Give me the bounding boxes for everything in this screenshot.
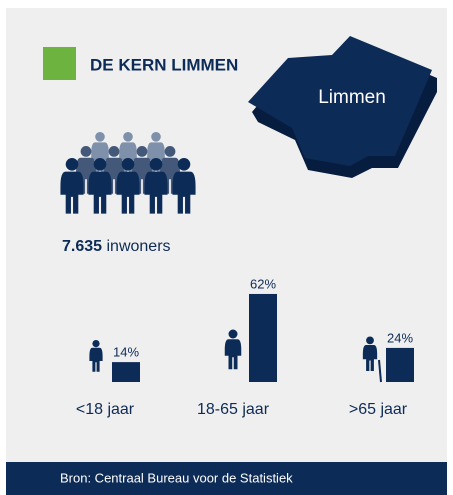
category-label: 18-65 jaar — [197, 401, 270, 418]
person-body — [116, 171, 140, 214]
category-label: <18 jaar — [76, 401, 135, 418]
person-head — [95, 132, 105, 142]
crowd-icon — [60, 132, 196, 214]
green-square — [43, 47, 76, 80]
person-head — [151, 132, 161, 142]
person-head — [177, 158, 191, 171]
footer-source: Bron: Centraal Bureau voor de Statistiek — [60, 470, 293, 485]
person-head — [93, 158, 107, 171]
person-body — [88, 171, 112, 214]
person-body — [60, 171, 84, 214]
bar — [249, 293, 277, 382]
bar — [386, 347, 414, 382]
person-head — [121, 158, 135, 171]
person-body — [362, 344, 378, 371]
map: Limmen — [248, 36, 437, 178]
person-head — [164, 146, 176, 157]
cane — [378, 359, 382, 383]
person-head — [65, 158, 79, 171]
person-head — [80, 146, 92, 157]
person-head — [149, 158, 163, 171]
person-body — [89, 347, 103, 372]
bar — [112, 362, 140, 382]
footer-bar — [6, 462, 447, 495]
person-head — [136, 146, 148, 157]
population-unit: inwoners — [107, 238, 171, 255]
value-label: 14% — [113, 345, 139, 360]
value-label: 24% — [387, 330, 413, 345]
category-label: >65 jaar — [349, 401, 408, 418]
person-head — [228, 329, 238, 339]
person-head — [92, 340, 100, 348]
value-label: 62% — [250, 276, 276, 291]
person-body — [172, 171, 196, 214]
bar-chart: 14% <18 jaar 62% 18-65 jaar 24% >65 jaar — [76, 276, 414, 418]
person-head — [108, 146, 120, 157]
person-body — [224, 339, 242, 370]
population: 7.635 inwoners — [62, 238, 171, 255]
title: DE KERN LIMMEN — [90, 55, 238, 74]
person-head — [123, 132, 133, 142]
map-label: Limmen — [318, 87, 386, 108]
population-count: 7.635 — [62, 238, 102, 255]
person-head — [366, 336, 374, 345]
person-body — [144, 171, 168, 214]
